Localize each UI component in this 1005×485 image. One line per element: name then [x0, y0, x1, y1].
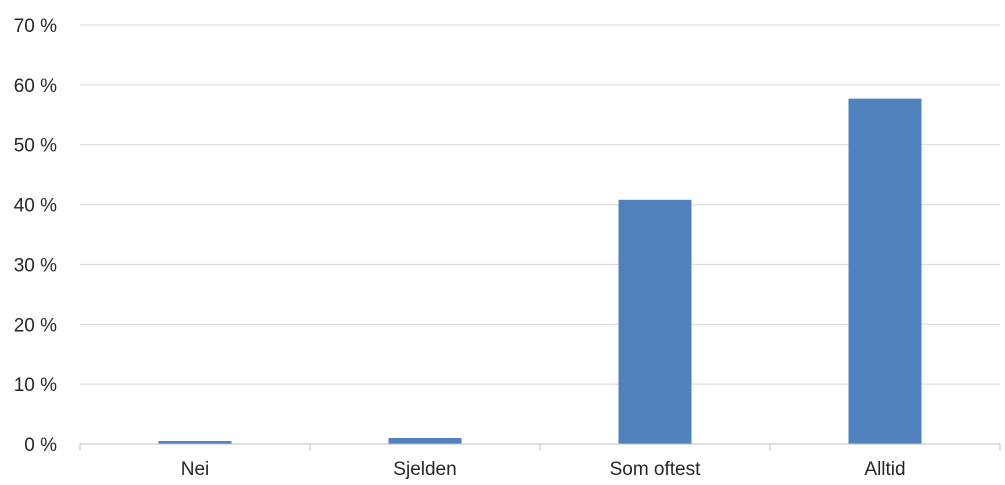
- bar: [848, 98, 922, 445]
- y-tick-label: 20 %: [14, 315, 57, 336]
- x-tick-label: Nei: [181, 459, 210, 480]
- x-tick-labels: Nei Sjelden Som oftest Alltid: [181, 459, 906, 480]
- y-tick-labels: 0 % 10 % 20 % 30 % 40 % 50 % 60 % 70 %: [14, 16, 57, 456]
- axes: [79, 443, 1001, 451]
- x-tick-label: Sjelden: [393, 459, 456, 480]
- x-tick-label: Alltid: [864, 459, 905, 480]
- y-tick-label: 30 %: [14, 255, 57, 276]
- bars: [158, 98, 922, 445]
- y-tick-label: 0 %: [24, 435, 57, 456]
- gridlines: [80, 24, 1000, 385]
- bar: [158, 441, 232, 444]
- y-tick-label: 70 %: [14, 16, 57, 37]
- y-tick-label: 10 %: [14, 375, 57, 396]
- y-tick-label: 60 %: [14, 76, 57, 97]
- y-tick-label: 50 %: [14, 136, 57, 157]
- bar: [388, 438, 462, 444]
- y-tick-label: 40 %: [14, 196, 57, 217]
- x-tick-label: Som oftest: [610, 459, 702, 480]
- bar: [618, 199, 692, 444]
